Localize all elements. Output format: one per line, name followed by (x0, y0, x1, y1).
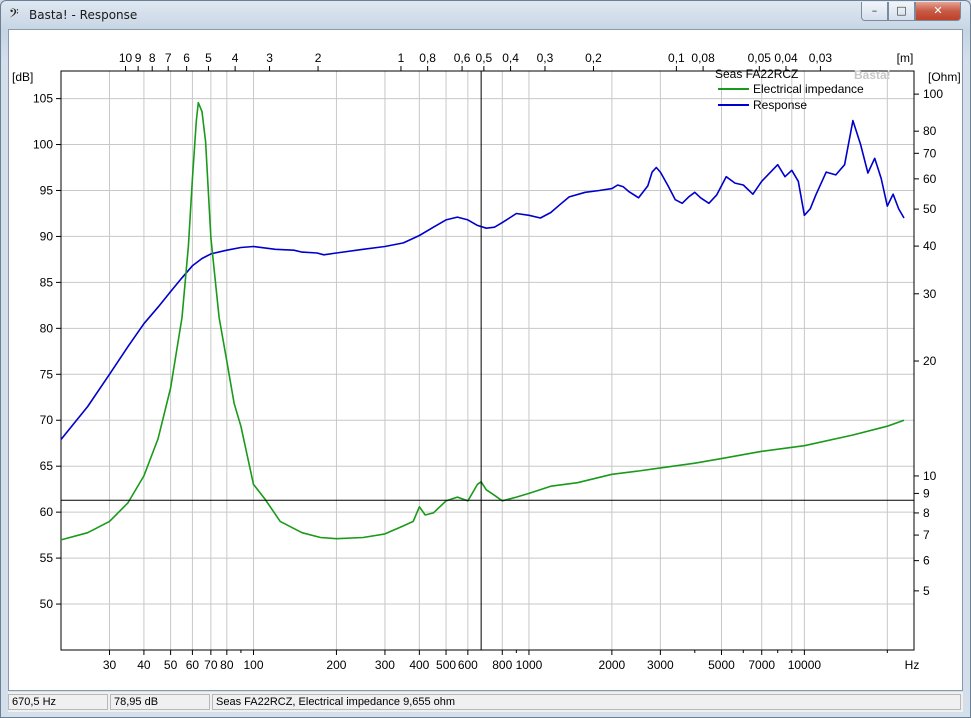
y-left-tick-label: 90 (40, 229, 54, 243)
y-right-tick-label: 100 (923, 87, 943, 101)
status-frequency: 670,5 Hz (8, 694, 108, 710)
top-tick-label: 0,5 (476, 51, 493, 65)
status-bar: 670,5 Hz 78,95 dB Seas FA22RCZ, Electric… (8, 692, 963, 712)
top-tick-label: 2 (315, 51, 322, 65)
impedance-curve (60, 101, 905, 541)
y-right-unit: [Ohm] (928, 70, 961, 84)
top-tick-label: 0,08 (691, 51, 715, 65)
y-right-tick-label: 8 (923, 506, 930, 520)
y-right-tick-label: 9 (923, 486, 930, 500)
watermark: Basta! (854, 68, 891, 82)
y-left-tick-label: 50 (40, 597, 54, 611)
x-tick-label: 800 (492, 658, 512, 672)
legend-entry: Electrical impedance (753, 82, 864, 96)
y-right-tick-label: 80 (923, 124, 937, 138)
top-tick-label: 0,03 (809, 51, 833, 65)
x-axis-unit: Hz (905, 658, 920, 672)
plot-background (61, 71, 914, 650)
x-tick-label: 400 (409, 658, 429, 672)
y-left-tick-label: 75 (40, 367, 54, 381)
x-tick-label: 7000 (748, 658, 775, 672)
top-tick-label: 6 (183, 51, 190, 65)
top-tick-label: 0,2 (585, 51, 602, 65)
top-tick-label: 3 (266, 51, 273, 65)
x-tick-label: 30 (103, 658, 117, 672)
window-title: Basta! - Response (29, 8, 138, 22)
top-tick-label: 1 (398, 51, 405, 65)
top-tick-label: 0,6 (454, 51, 471, 65)
y-right-tick-label: 40 (923, 239, 937, 253)
plot-frame (60, 70, 915, 651)
minimize-button[interactable]: – (861, 2, 888, 21)
y-right-tick-label: 70 (923, 146, 937, 160)
y-right-tick-label: 20 (923, 354, 937, 368)
y-left-tick-label: 100 (33, 138, 53, 152)
top-tick-label: 0,8 (419, 51, 436, 65)
top-tick-label: 8 (149, 51, 156, 65)
status-level: 78,95 dB (110, 694, 210, 710)
maximize-button[interactable]: □ (888, 2, 915, 21)
y-left-unit: [dB] (12, 70, 33, 84)
x-tick-label: 300 (375, 658, 395, 672)
y-right-tick-label: 5 (923, 584, 930, 598)
x-tick-label: 50 (164, 658, 178, 672)
y-right-tick-label: 10 (923, 469, 937, 483)
top-tick-label: 0,3 (537, 51, 554, 65)
top-tick-label: 0,1 (668, 51, 685, 65)
response-curve (60, 119, 905, 441)
response-chart[interactable]: 30 40 50 60 70 80 100 200 300 400 500 600 800 1000 200… (9, 30, 962, 690)
y-left-tick-label: 80 (40, 321, 54, 335)
y-left-tick-label: 85 (40, 275, 54, 289)
x-tick-label: 80 (220, 658, 234, 672)
top-tick-label: 5 (205, 51, 212, 65)
top-tick-label: 0,4 (502, 51, 519, 65)
x-tick-label: 1000 (516, 658, 543, 672)
y-left-tick-label: 55 (40, 551, 54, 565)
x-tick-label: 5000 (708, 658, 735, 672)
y-right-tick-label: 30 (923, 287, 937, 301)
x-tick-label: 3000 (647, 658, 674, 672)
x-tick-label: 2000 (599, 658, 626, 672)
y-left-tick-label: 60 (40, 505, 54, 519)
x-tick-label: 100 (244, 658, 264, 672)
top-axis-unit: [m] (897, 51, 914, 65)
x-tick-label: 70 (204, 658, 218, 672)
legend-title: Seas FA22RCZ (715, 67, 798, 81)
x-tick-label: 40 (137, 658, 151, 672)
chart-area[interactable]: 30 40 50 60 70 80 100 200 300 400 500 600 800 1000 200… (8, 29, 963, 691)
x-tick-label: 60 (186, 658, 200, 672)
top-tick-label: 0,05 (748, 51, 772, 65)
top-tick-label: 10 (119, 51, 133, 65)
y-left-tick-label: 105 (33, 92, 53, 106)
legend-entry: Response (753, 98, 807, 112)
y-right-tick-label: 6 (923, 554, 930, 568)
close-button[interactable]: ✕ (915, 2, 961, 21)
x-tick-label: 10000 (788, 658, 822, 672)
y-left-tick-label: 70 (40, 413, 54, 427)
top-tick-label: 9 (135, 51, 142, 65)
y-right-tick-label: 7 (923, 528, 930, 542)
y-right-tick-label: 60 (923, 172, 937, 186)
title-bar[interactable]: 𝄢 Basta! - Response – □ ✕ (1, 1, 970, 29)
y-left-tick-label: 65 (40, 459, 54, 473)
top-tick-label: 4 (232, 51, 239, 65)
bass-clef-icon[interactable]: 𝄢 (9, 6, 19, 24)
top-tick-label: 7 (165, 51, 172, 65)
x-tick-label: 600 (458, 658, 478, 672)
y-left-tick-label: 95 (40, 183, 54, 197)
status-info: Seas FA22RCZ, Electrical impedance 9,655… (212, 694, 961, 710)
y-right-tick-label: 50 (923, 202, 937, 216)
x-tick-label: 200 (326, 658, 346, 672)
x-tick-label: 500 (436, 658, 456, 672)
top-tick-label: 0,04 (774, 51, 798, 65)
